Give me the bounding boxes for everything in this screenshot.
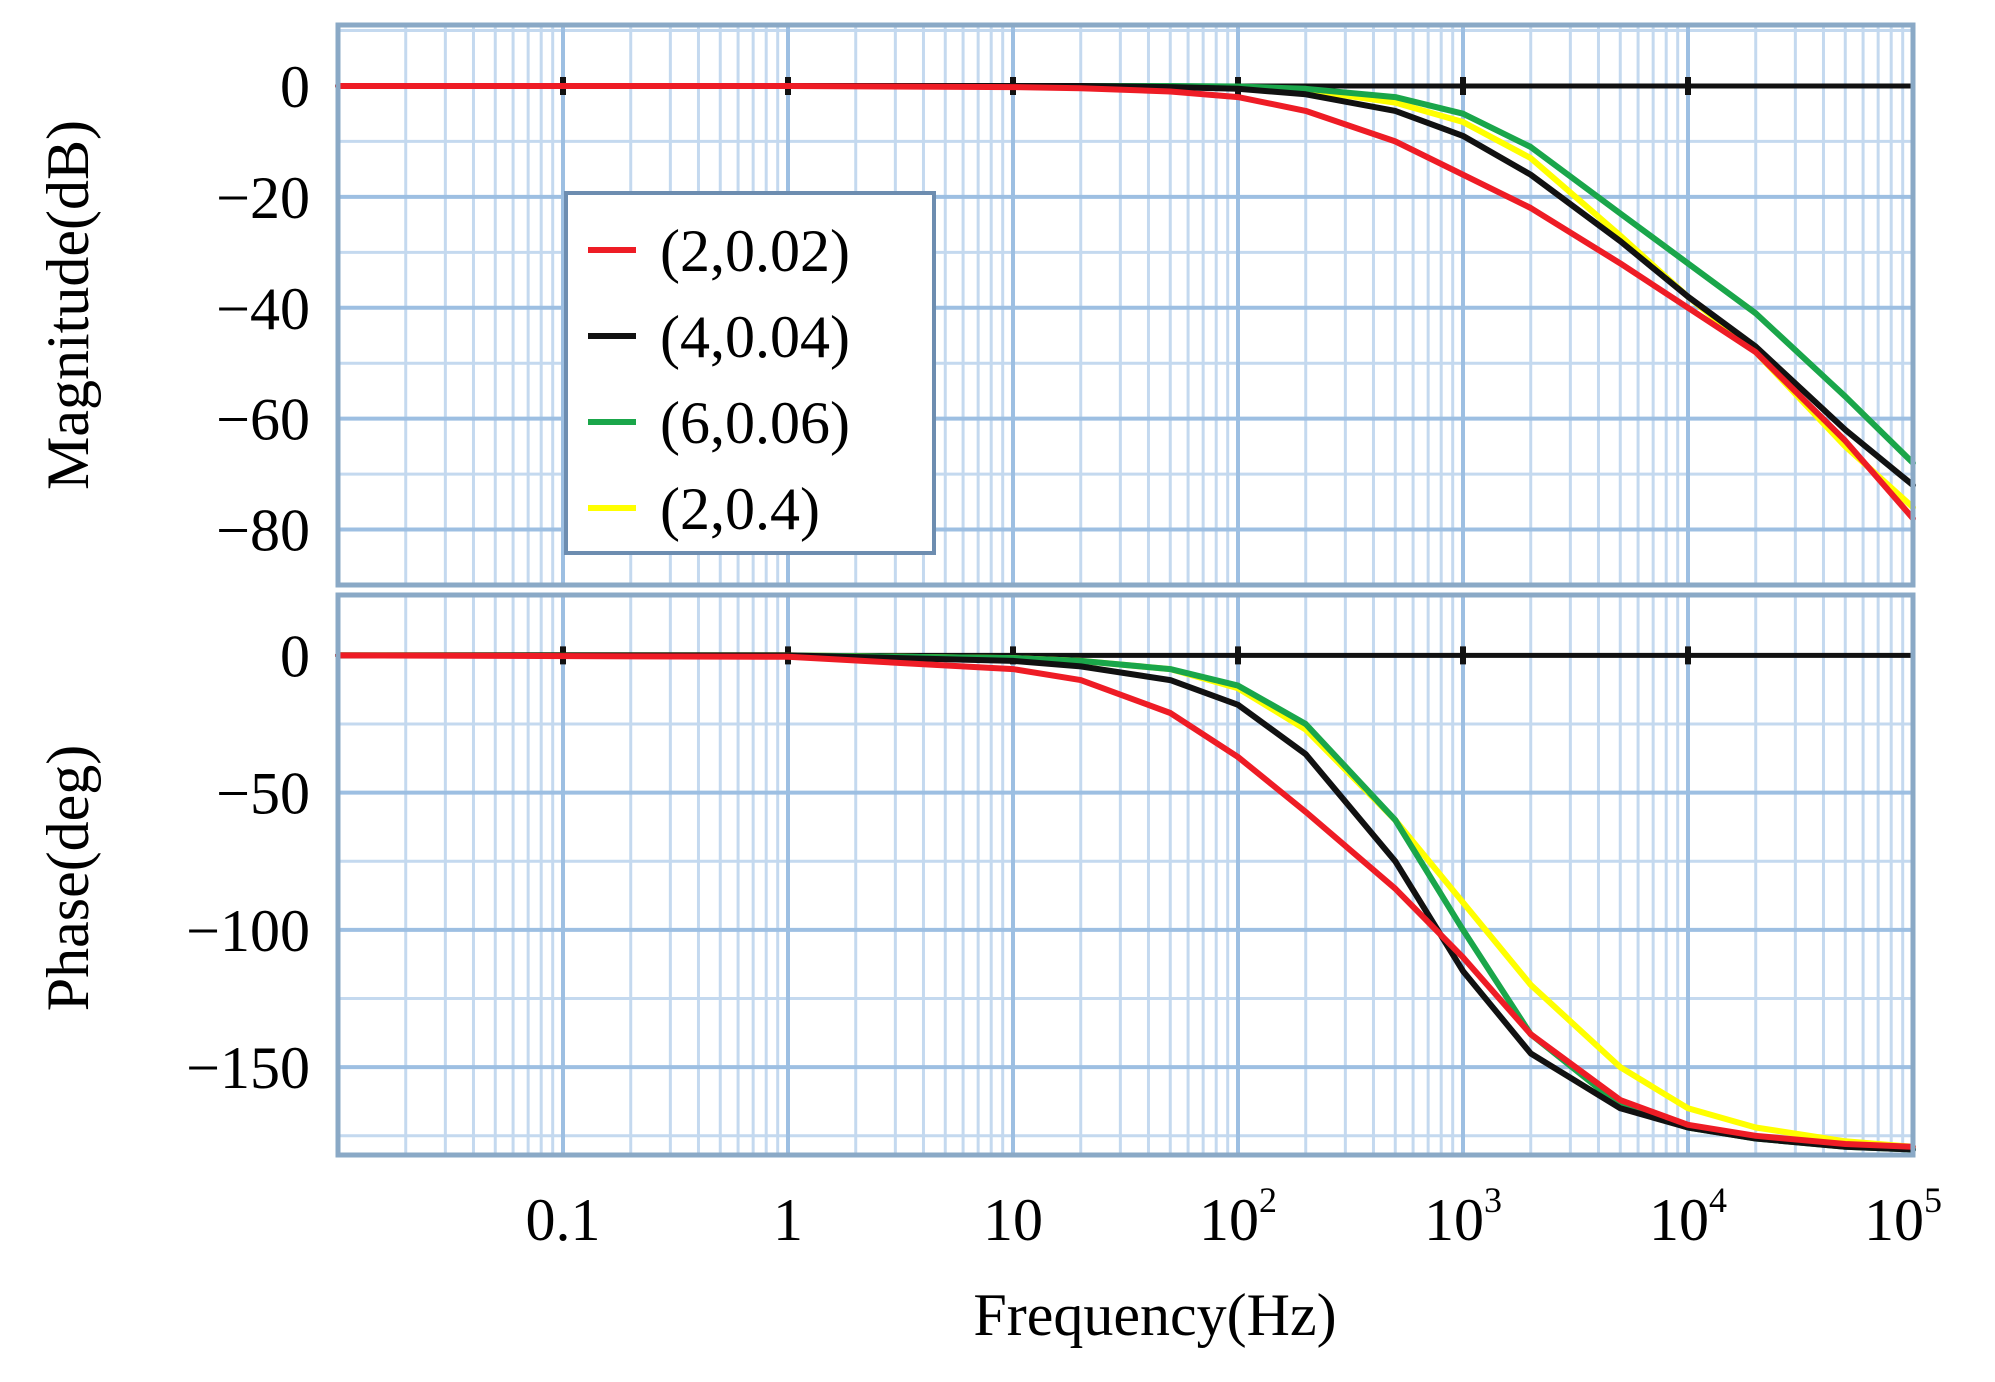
legend-label-1: (2,0.02) xyxy=(660,218,850,284)
phase-plot-area xyxy=(338,595,1913,1155)
x-tick-label: 0.1 xyxy=(526,1187,601,1253)
x-tick-base: 10 xyxy=(1864,1187,1924,1253)
x-tick-base: 10 xyxy=(983,1187,1043,1253)
x-tick-label: 105 xyxy=(1864,1180,1942,1253)
x-tick-base: 10 xyxy=(1424,1187,1484,1253)
x-tick-exponent: 3 xyxy=(1484,1180,1502,1220)
x-tick-label: 103 xyxy=(1424,1180,1502,1253)
x-tick-base: 10 xyxy=(1649,1187,1709,1253)
legend-label-2: (4,0.04) xyxy=(660,304,850,370)
x-tick-exponent: 2 xyxy=(1259,1180,1277,1220)
phase-y-axis-label: Phase(deg) xyxy=(35,745,101,1012)
magnitude-y-tick-labels: 0 −20 −40 −60 −80 xyxy=(216,54,310,564)
magnitude-y-axis-label: Magnitude(dB) xyxy=(35,120,101,490)
y-tick-label: −40 xyxy=(216,276,310,342)
x-tick-label: 10 xyxy=(983,1187,1043,1253)
x-axis-label: Frequency(Hz) xyxy=(973,1282,1336,1348)
y-tick-label: −50 xyxy=(216,761,310,827)
phase-panel: 0 −50 −100 −150 Phase(deg) xyxy=(35,592,1916,1158)
y-tick-label: −60 xyxy=(216,387,310,453)
y-tick-label: −20 xyxy=(216,165,310,231)
y-tick-label: −100 xyxy=(186,898,310,964)
x-tick-base: 10 xyxy=(1199,1187,1259,1253)
x-tick-base: 0.1 xyxy=(526,1187,601,1253)
x-tick-label: 102 xyxy=(1199,1180,1277,1253)
x-tick-label: 1 xyxy=(773,1187,803,1253)
magnitude-series xyxy=(335,76,1916,522)
magnitude-frame xyxy=(335,22,1916,588)
x-tick-labels: 0.1 1 10 102 103 104 105 xyxy=(526,1180,1943,1253)
y-tick-label: −80 xyxy=(216,498,310,564)
y-tick-label: 0 xyxy=(280,54,310,120)
legend-label-3: (6,0.06) xyxy=(660,390,850,456)
series-line-1 xyxy=(335,83,1916,522)
legend-label-4: (2,0.4) xyxy=(660,476,820,542)
y-tick-label: −150 xyxy=(186,1035,310,1101)
x-tick-base: 1 xyxy=(773,1187,803,1253)
series-line-1 xyxy=(335,652,1916,1150)
phase-frame xyxy=(335,592,1916,1158)
phase-y-tick-labels: 0 −50 −100 −150 xyxy=(186,623,310,1101)
x-tick-exponent: 5 xyxy=(1924,1180,1942,1220)
legend: (2,0.02) (4,0.04) (6,0.06) (2,0.4) xyxy=(564,191,936,555)
x-tick-exponent: 4 xyxy=(1709,1180,1727,1220)
x-tick-label: 104 xyxy=(1649,1180,1727,1253)
phase-series xyxy=(335,646,1916,1153)
y-tick-label: 0 xyxy=(280,623,310,689)
